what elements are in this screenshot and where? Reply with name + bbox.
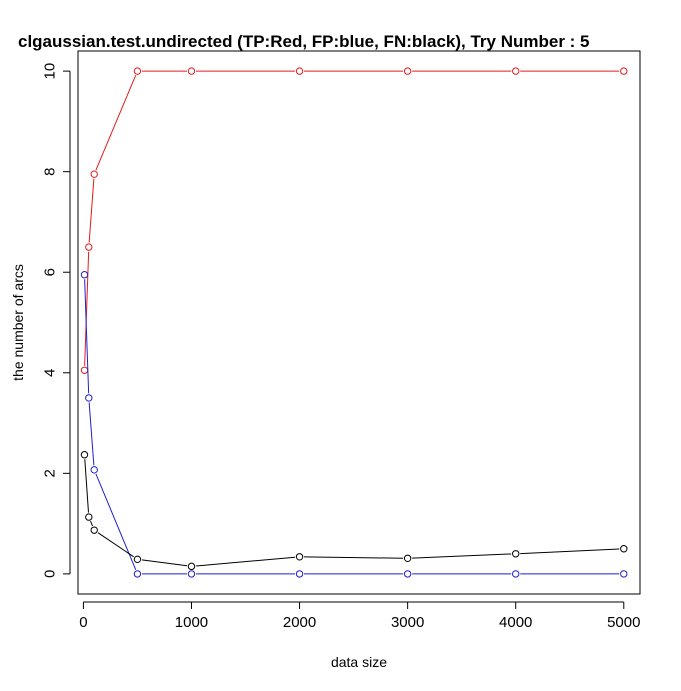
series-segment	[304, 556, 404, 559]
data-point	[85, 394, 93, 402]
data-point	[90, 170, 98, 178]
data-point	[620, 67, 628, 75]
data-point	[403, 67, 412, 75]
data-point	[295, 553, 304, 561]
data-point	[133, 67, 142, 75]
y-axis: 0 2 4 6 8 10	[42, 63, 71, 578]
data-point	[512, 570, 520, 578]
series-segment	[84, 279, 90, 394]
x-tick-label: 5000	[607, 614, 640, 631]
series-segment	[95, 473, 137, 570]
series-segment	[412, 553, 512, 559]
series-layer	[80, 67, 628, 578]
y-tick-label: 8	[42, 167, 59, 175]
plot-frame	[77, 50, 641, 595]
data-point	[90, 466, 98, 474]
x-tick-label: 1000	[175, 614, 208, 631]
data-point	[90, 526, 98, 534]
series-segment	[97, 532, 134, 558]
series-segment	[84, 251, 90, 366]
y-tick-label: 4	[42, 369, 59, 377]
data-point	[403, 554, 412, 563]
data-point	[620, 570, 628, 578]
series-segment	[88, 178, 95, 243]
series-segment	[90, 521, 93, 527]
series-segment	[520, 548, 620, 555]
data-point	[133, 570, 142, 578]
chart-title: clgaussian.test.undirected (TP:Red, FP:b…	[18, 32, 590, 51]
x-axis: 0 1000 2000 3000 4000 5000	[79, 601, 640, 631]
series-segment	[141, 559, 188, 567]
data-point	[80, 366, 89, 374]
data-point	[512, 550, 520, 558]
data-point	[295, 67, 304, 75]
data-point	[80, 451, 89, 459]
series-segment	[84, 459, 89, 513]
y-tick-label: 6	[42, 268, 59, 276]
data-point	[80, 271, 89, 279]
x-axis-label: data size	[331, 654, 387, 670]
data-point	[187, 570, 196, 578]
data-point	[85, 243, 93, 251]
data-point	[403, 570, 412, 578]
x-tick-label: 2000	[283, 614, 316, 631]
series-tp	[80, 67, 628, 374]
x-tick-label: 0	[79, 614, 87, 631]
data-point	[620, 545, 628, 553]
data-point	[512, 67, 520, 75]
data-point	[187, 67, 196, 75]
y-tick-label: 2	[42, 469, 59, 477]
y-tick-label: 10	[42, 63, 59, 80]
data-point	[295, 570, 304, 578]
y-axis-label: the number of arcs	[10, 264, 26, 381]
series-fn	[80, 451, 628, 571]
series-segment	[88, 402, 95, 466]
y-tick-label: 0	[42, 570, 59, 578]
series-fp	[80, 271, 628, 578]
series-segment	[195, 556, 296, 567]
series-segment	[95, 75, 137, 171]
x-tick-label: 4000	[499, 614, 532, 631]
data-point	[133, 555, 142, 564]
data-point	[85, 513, 93, 521]
x-tick-label: 3000	[391, 614, 424, 631]
data-point	[187, 562, 196, 571]
